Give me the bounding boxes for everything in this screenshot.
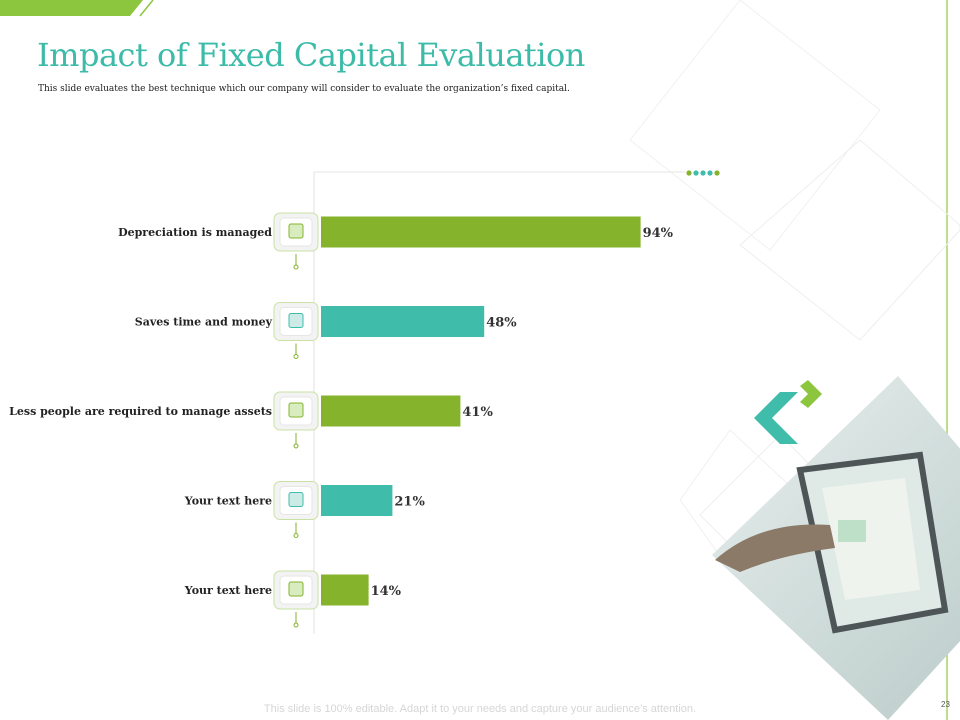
value-label: 94% — [643, 226, 674, 241]
dot — [686, 170, 692, 176]
footer-note: This slide is 100% editable. Adapt it to… — [263, 703, 697, 715]
connector-dot — [293, 443, 299, 449]
value-label: 21% — [394, 495, 425, 510]
slide-subtitle: This slide evaluates the best technique … — [38, 84, 570, 94]
teal-chevron-icon — [754, 392, 798, 444]
value-label: 14% — [371, 584, 402, 599]
clipboard-icon — [288, 492, 304, 507]
photo-tablet-screen — [822, 478, 920, 600]
photo-hand — [715, 524, 835, 572]
category-label: Less people are required to manage asset… — [9, 405, 272, 418]
faint-diamond-2 — [739, 139, 960, 341]
network-people-icon — [288, 402, 304, 418]
category-label: Your text here — [184, 584, 272, 597]
category-label: Your text here — [184, 495, 272, 508]
bar — [321, 306, 485, 337]
bar — [321, 574, 369, 606]
faint-diamond — [629, 0, 881, 251]
category-label: Saves time and money — [135, 316, 273, 329]
category-label: Depreciation is managed — [118, 226, 272, 239]
page-number: 23 — [941, 700, 950, 709]
dot — [707, 170, 713, 176]
calculator-icon — [288, 581, 304, 597]
dot — [714, 170, 720, 176]
bar — [321, 216, 641, 248]
money-hand-icon — [288, 223, 304, 239]
connector-dot — [293, 354, 299, 359]
connector-dot — [293, 533, 299, 538]
bar — [321, 485, 393, 516]
connector-dot — [293, 264, 299, 270]
photo-screen-block — [838, 520, 866, 542]
dot — [693, 170, 699, 176]
top-green-stripe — [0, 0, 143, 16]
top-accent-line — [139, 0, 154, 17]
cash-icon — [288, 313, 304, 328]
slide-title: Impact of Fixed Capital Evaluation — [37, 36, 585, 74]
value-label: 41% — [462, 405, 493, 420]
connector-dot — [293, 622, 299, 628]
green-chevron-icon — [800, 380, 822, 408]
value-label: 48% — [486, 316, 517, 331]
dot — [700, 170, 706, 176]
bar — [321, 395, 461, 427]
